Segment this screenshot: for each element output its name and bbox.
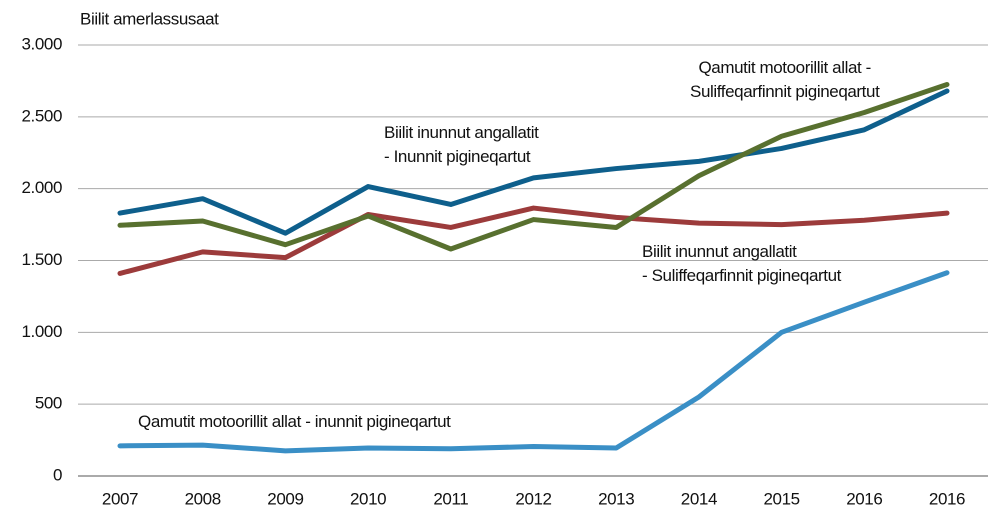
series-label: Biilit inunnut angallatit - Suliffeqarfi… [642,242,841,285]
line-series [117,270,950,454]
x-tick-label: 2007 [102,489,138,508]
x-tick-label: 2008 [185,489,221,508]
x-tick-label: 2016 [846,489,882,508]
line-series [117,88,950,236]
line-series [117,205,950,276]
x-tick-label: 2011 [433,489,468,508]
y-axis-label: Biilit amerlassusaat [80,9,219,28]
y-tick-label: 1.000 [21,322,62,341]
y-tick-label: 3.000 [21,34,62,53]
y-tick-label: 0 [53,465,62,484]
series-label: Biilit inunnut angallatit - Inunnit pigi… [384,123,539,166]
y-tick-label: 1.500 [21,250,62,269]
x-tick-label: 2015 [763,489,799,508]
x-tick-label: 2013 [598,489,634,508]
y-tick-label: 2.500 [21,106,62,125]
x-tick-label: 2014 [681,489,717,508]
x-tick-label: 2010 [350,489,386,508]
x-tick-label: 2016 [929,489,965,508]
y-tick-label: 2.000 [21,178,62,197]
x-tick-label: 2012 [515,489,551,508]
series-label: Qamutit motoorillit allat - inunnit pigi… [138,412,451,431]
x-tick-label: 2009 [267,489,303,508]
line-series [117,82,950,252]
y-tick-label: 500 [35,394,62,413]
series-label: Qamutit motoorillit allat - Suliffeqarfi… [690,58,880,101]
